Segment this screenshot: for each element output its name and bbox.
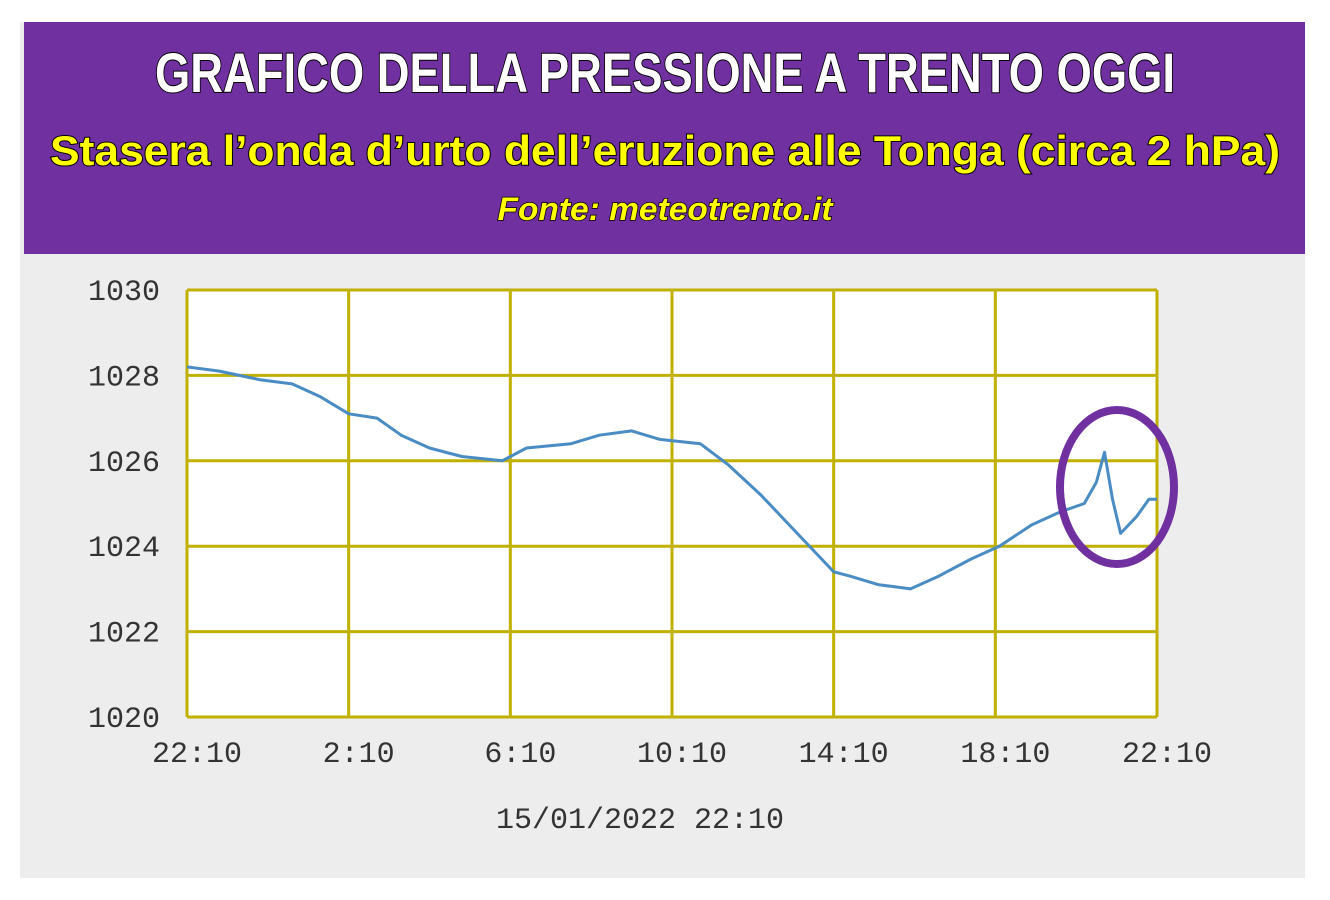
chart-subtitle: Stasera l’onda d’urto dell’eruzione alle… [50,127,1280,174]
header-band [24,22,1305,254]
grid [185,288,1159,719]
x-tick-label: 10:10 [637,738,727,772]
x-tick-label: 22:10 [152,738,242,772]
x-tick-label: 6:10 [484,738,556,772]
highlight-circle [1056,406,1178,568]
y-tick-label: 1022 [88,618,160,652]
y-tick-label: 1030 [88,276,160,310]
y-tick-label: 1024 [88,532,160,566]
pressure-line [186,365,1157,591]
y-tick-label: 1026 [88,447,160,481]
source: Fonte: meteotrento.it [498,191,834,227]
y-tick-label: 1020 [88,703,160,737]
x-tick-label: 14:10 [799,738,889,772]
x-tick-label: 2:10 [323,738,395,772]
plot [186,365,1157,591]
x-axis-label: 15/01/2022 22:10 [496,804,784,838]
y-tick-label: 1028 [88,361,160,395]
chart-title: GRAFICO DELLA PRESSIONE A TRENTO OGGI [155,41,1175,104]
x-tick-label: 18:10 [960,738,1050,772]
x-tick-label: 22:10 [1122,738,1212,772]
